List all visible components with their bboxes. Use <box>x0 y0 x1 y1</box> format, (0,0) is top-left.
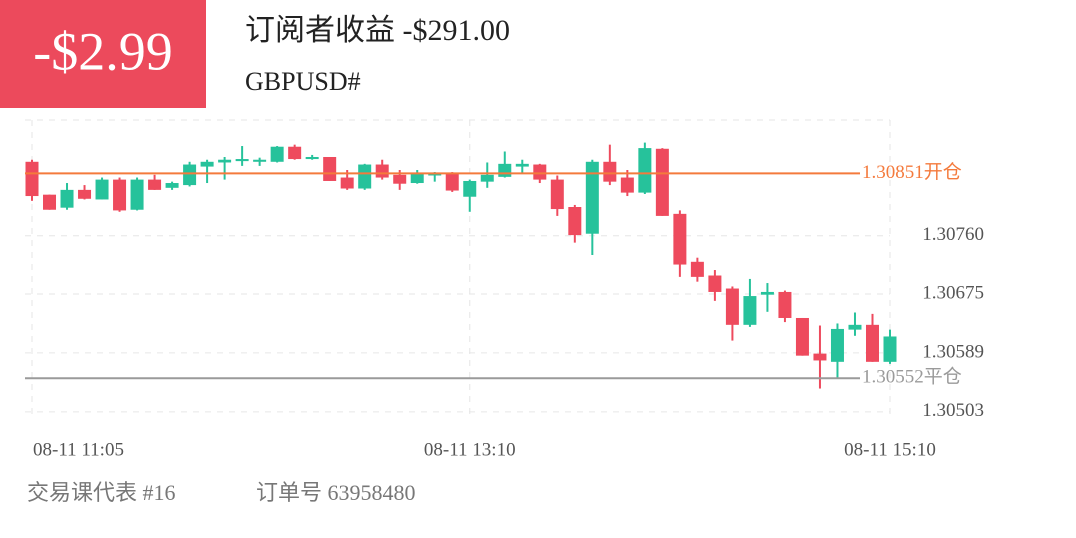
candle-body <box>760 291 774 295</box>
candle-body <box>428 173 442 176</box>
badge: -$2.99 <box>33 21 172 81</box>
y-tick-label: 1.30675 <box>922 282 984 303</box>
candle-body <box>708 275 722 292</box>
candle-body <box>78 189 92 199</box>
candle-body <box>43 194 57 210</box>
candle-body <box>148 179 162 190</box>
y-tick-label: 1.30503 <box>922 400 984 421</box>
candle-body <box>515 163 529 167</box>
candle-body <box>445 173 459 191</box>
y-tick-label: 1.30589 <box>922 341 984 362</box>
candle-body <box>848 324 862 330</box>
candle-body <box>673 213 687 265</box>
candle-body <box>533 164 547 180</box>
candle-body <box>218 159 232 163</box>
candle-body <box>253 159 267 162</box>
order-number: 订单号 63958480 <box>256 480 416 505</box>
candle-body <box>813 353 827 361</box>
candle-body <box>778 291 792 318</box>
candle-body <box>323 156 337 181</box>
candle-body <box>568 207 582 236</box>
price-line-label: 1.30552平仓 <box>862 366 962 388</box>
x-tick-label: 08-11 13:10 <box>424 439 516 460</box>
price-line-label: 1.30851开仓 <box>862 161 962 183</box>
candle-body <box>200 161 214 167</box>
candle-body <box>393 174 407 184</box>
candle-body <box>743 296 757 325</box>
candle-body <box>690 261 704 277</box>
candle-body <box>60 189 74 208</box>
candle-body <box>463 180 477 197</box>
candle-body <box>183 164 197 186</box>
candle-body <box>95 179 109 200</box>
candle-body <box>865 324 879 362</box>
author: 交易课代表 #16 <box>27 480 176 505</box>
candle-body <box>638 148 652 193</box>
x-tick-label: 08-11 11:05 <box>33 439 124 460</box>
candle-body <box>305 156 319 160</box>
candle-body <box>603 161 617 182</box>
candle-body <box>410 173 424 184</box>
chart: 1.30503 1.30589 1.30675 1.30760 08-11 11:05 0… <box>25 119 984 460</box>
candle-body <box>358 164 372 189</box>
badge-bg <box>0 0 206 108</box>
candle-body <box>550 179 564 210</box>
symbol: GBPUSD# <box>245 67 361 96</box>
candle-body <box>830 328 844 362</box>
candle-body <box>655 148 669 216</box>
y-tick-label: 1.30760 <box>922 224 984 245</box>
candle-body <box>498 163 512 177</box>
title: 订阅者收益 -$291.00 <box>245 14 510 47</box>
x-tick-label: 08-11 15:10 <box>844 439 936 460</box>
candle-body <box>165 183 179 188</box>
candle-body <box>480 174 494 182</box>
candle-body <box>25 161 39 197</box>
candle-body <box>288 146 302 160</box>
candle-body <box>795 317 809 356</box>
candle-body <box>130 179 144 210</box>
candle-body <box>270 146 284 162</box>
candle-body <box>235 159 249 162</box>
candle-body <box>620 177 634 193</box>
candle-body <box>725 288 739 325</box>
candle-body <box>883 336 897 362</box>
candle-body <box>585 161 599 234</box>
candle-body <box>113 179 127 211</box>
candle-body <box>375 164 389 178</box>
candle-body <box>340 177 354 189</box>
